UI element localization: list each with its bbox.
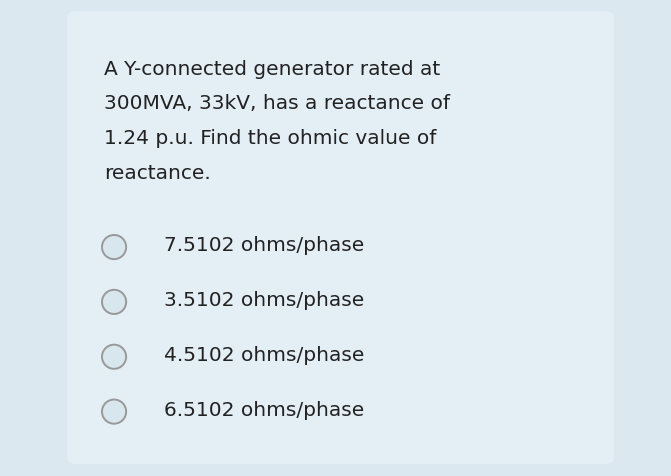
Text: 3.5102 ohms/phase: 3.5102 ohms/phase [164,290,364,309]
Ellipse shape [102,290,126,314]
Ellipse shape [102,236,126,259]
FancyBboxPatch shape [67,12,614,464]
Text: reactance.: reactance. [104,164,211,183]
Ellipse shape [102,345,126,369]
Text: 7.5102 ohms/phase: 7.5102 ohms/phase [164,236,364,255]
Text: A Y-connected generator rated at: A Y-connected generator rated at [104,60,440,79]
Ellipse shape [102,400,126,424]
Text: 6.5102 ohms/phase: 6.5102 ohms/phase [164,400,364,419]
Text: 4.5102 ohms/phase: 4.5102 ohms/phase [164,345,365,364]
Text: 300MVA, 33kV, has a reactance of: 300MVA, 33kV, has a reactance of [104,94,450,113]
Text: 1.24 p.u. Find the ohmic value of: 1.24 p.u. Find the ohmic value of [104,129,436,148]
